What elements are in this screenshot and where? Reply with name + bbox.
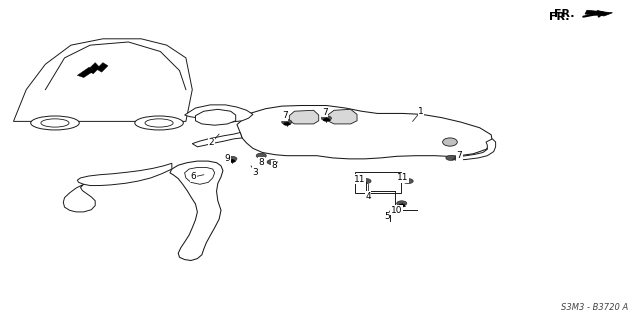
Ellipse shape — [145, 119, 173, 127]
Circle shape — [403, 179, 413, 184]
Polygon shape — [97, 63, 108, 72]
Circle shape — [228, 160, 235, 163]
Circle shape — [256, 153, 266, 158]
Circle shape — [397, 201, 407, 206]
Text: 5: 5 — [384, 212, 390, 221]
Text: 7: 7 — [322, 108, 328, 117]
Circle shape — [323, 118, 330, 122]
Text: 7: 7 — [456, 151, 462, 160]
Ellipse shape — [31, 116, 79, 130]
Polygon shape — [13, 39, 192, 122]
Ellipse shape — [443, 138, 458, 146]
Text: 11: 11 — [354, 175, 365, 184]
FancyBboxPatch shape — [355, 172, 401, 193]
Text: 1: 1 — [418, 107, 424, 116]
Polygon shape — [77, 163, 172, 186]
Circle shape — [284, 122, 290, 125]
Text: 2: 2 — [209, 138, 214, 147]
Text: 11: 11 — [397, 174, 409, 182]
Circle shape — [267, 160, 277, 165]
Circle shape — [282, 120, 292, 124]
Polygon shape — [237, 106, 492, 159]
Circle shape — [227, 156, 237, 161]
Polygon shape — [289, 110, 319, 124]
Text: 6: 6 — [191, 173, 196, 182]
Polygon shape — [77, 67, 95, 78]
Text: 10: 10 — [391, 206, 403, 215]
Polygon shape — [87, 63, 100, 74]
Polygon shape — [454, 139, 495, 160]
Text: 3: 3 — [252, 168, 258, 177]
Text: FR.: FR. — [548, 12, 569, 22]
Text: 9: 9 — [225, 154, 230, 163]
Polygon shape — [192, 132, 242, 147]
Polygon shape — [63, 184, 95, 212]
Polygon shape — [184, 167, 214, 184]
Polygon shape — [170, 161, 223, 261]
Polygon shape — [585, 10, 612, 16]
Ellipse shape — [135, 116, 183, 130]
Polygon shape — [328, 109, 357, 124]
Text: FR.: FR. — [554, 9, 574, 19]
Text: S3M3 - B3720 A: S3M3 - B3720 A — [561, 303, 628, 312]
Circle shape — [361, 179, 371, 184]
Text: 7: 7 — [282, 111, 288, 120]
Circle shape — [399, 204, 405, 207]
Circle shape — [446, 155, 456, 160]
Polygon shape — [195, 109, 236, 125]
Circle shape — [321, 116, 332, 121]
Text: 8: 8 — [259, 158, 264, 167]
Text: 8: 8 — [271, 161, 277, 170]
Ellipse shape — [41, 119, 69, 127]
Text: 4: 4 — [365, 191, 371, 201]
Polygon shape — [184, 105, 253, 122]
